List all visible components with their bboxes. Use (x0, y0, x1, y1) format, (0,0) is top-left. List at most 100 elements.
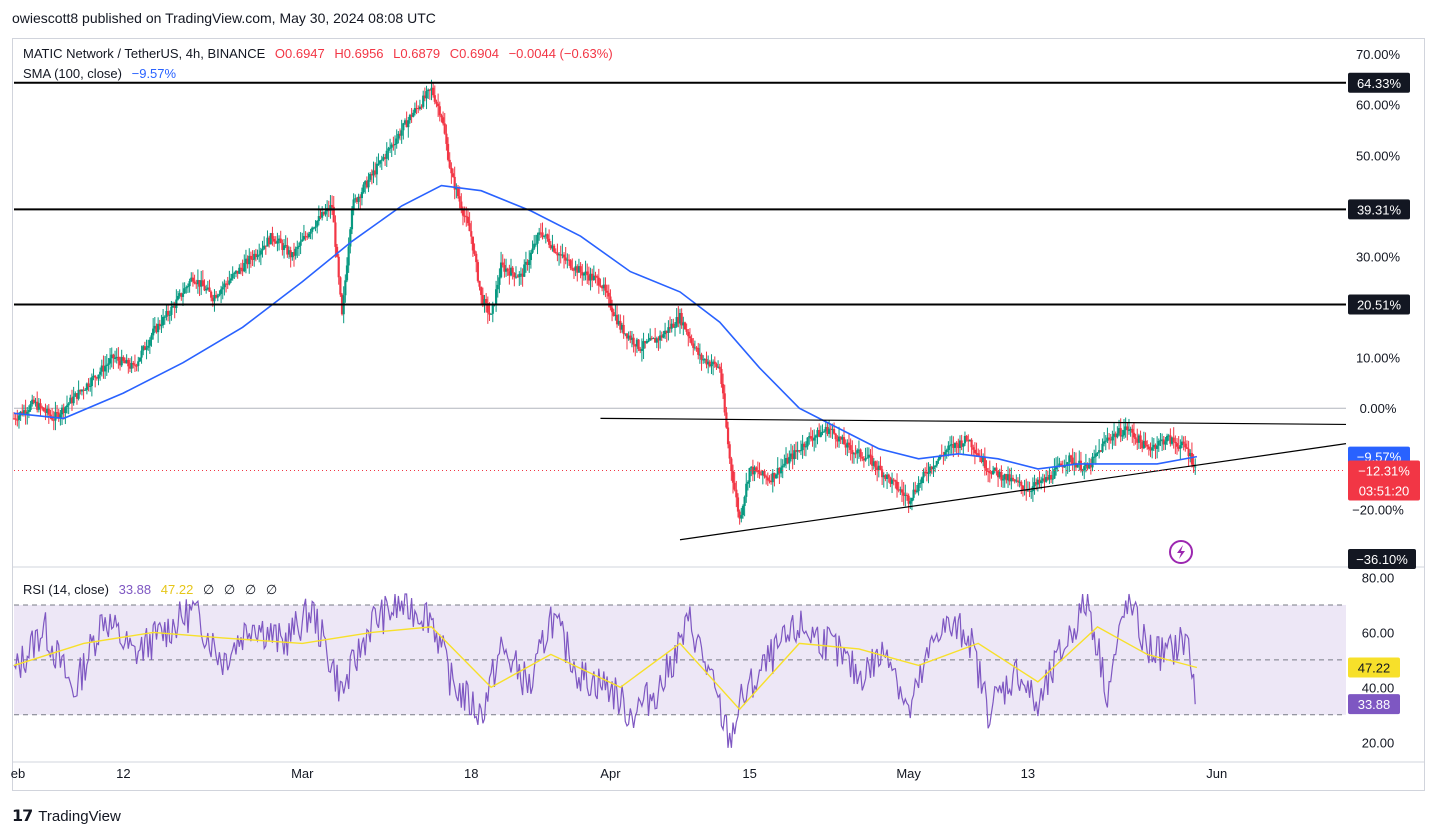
symbol-name[interactable]: MATIC Network / TetherUS, 4h, BINANCE (23, 46, 266, 61)
y-tick-label: 0.00% (1360, 401, 1397, 416)
candle-body (1066, 462, 1069, 465)
footer-brand[interactable]: 𝟭𝟳 TradingView (12, 806, 121, 826)
candle-body (806, 437, 809, 447)
candle-body (1132, 432, 1136, 438)
candle-body (329, 205, 332, 211)
candle-body (490, 313, 493, 315)
candle-body (226, 283, 229, 285)
candle-body (983, 457, 986, 469)
candle-body (607, 292, 610, 297)
candle-body (912, 489, 915, 498)
high-value: H0.6956 (334, 46, 384, 61)
candle-body (748, 468, 751, 482)
candle-body (639, 348, 642, 351)
candle-body (304, 235, 307, 237)
candle-body (185, 287, 188, 289)
candle-body (142, 346, 145, 351)
candle-body (157, 323, 160, 333)
candle-body (1001, 479, 1005, 481)
candle-body (816, 430, 819, 436)
candle-body (360, 192, 364, 199)
candle-body (1053, 469, 1056, 479)
rsi-legend: RSI (14, close) 33.88 47.22 ∅ ∅ ∅ ∅ (23, 582, 283, 598)
candle-body (660, 335, 663, 338)
candle-body (458, 196, 461, 202)
candle-body (1035, 482, 1038, 485)
candle-body (463, 215, 466, 217)
candle-body (1069, 455, 1073, 458)
candle-body (707, 361, 710, 365)
candle-body (975, 453, 978, 455)
candle-body (861, 456, 864, 459)
candle-body (627, 335, 630, 339)
empty-value: ∅ (223, 582, 236, 597)
candle-body (54, 412, 57, 421)
candle-body (1147, 446, 1150, 449)
candle-body (945, 450, 948, 453)
candle-body (87, 383, 90, 387)
candle-body (1025, 489, 1028, 492)
candle-body (476, 262, 479, 281)
candle-body (296, 246, 299, 249)
candle-body (731, 471, 735, 483)
candle-body (350, 209, 354, 230)
candle-body (902, 492, 905, 496)
candle-body (433, 95, 436, 102)
candle-body (168, 314, 171, 316)
candle-body (609, 296, 612, 308)
candle-body (173, 305, 176, 309)
candle-body (718, 366, 721, 369)
candle-body (347, 246, 350, 266)
candle-body (112, 354, 115, 359)
candle-body (781, 465, 784, 468)
lightning-alert-icon[interactable] (1169, 540, 1193, 564)
candle-body (784, 457, 788, 464)
candle-body (216, 295, 219, 298)
candle-body (582, 273, 586, 276)
candle-body (670, 323, 673, 329)
candle-body (1013, 479, 1016, 482)
candle-body (115, 356, 118, 358)
candle-body (117, 356, 120, 361)
candle-body (266, 237, 269, 247)
candle-body (253, 253, 256, 260)
candle-body (127, 359, 130, 367)
candle-body (72, 396, 75, 404)
candle-body (229, 278, 233, 281)
candle-body (508, 271, 511, 276)
candle-body (796, 450, 799, 452)
candle-body (1041, 478, 1044, 481)
candle-body (804, 446, 808, 448)
rsi-pane (13, 593, 1346, 748)
sma-label[interactable]: SMA (100, close) (23, 66, 122, 81)
candle-body (546, 234, 549, 239)
candle-body (231, 273, 234, 279)
candle-body (773, 472, 776, 479)
candle-body (1109, 439, 1112, 441)
candle-body (1121, 435, 1124, 437)
candle-body (634, 344, 637, 347)
candle-body (715, 363, 718, 367)
candle-body (536, 234, 539, 244)
candle-body (683, 322, 687, 330)
x-tick-label: Mar (291, 766, 314, 781)
candle-body (996, 471, 1000, 478)
candle-body (321, 212, 324, 218)
candle-body (1006, 474, 1010, 481)
candle-body (864, 458, 867, 461)
candle-body (372, 170, 375, 176)
candle-body (584, 271, 587, 274)
candle-body (122, 357, 125, 361)
candle-body (803, 443, 806, 448)
candle-body (562, 254, 566, 258)
candle-body (1074, 462, 1078, 468)
candle-body (713, 361, 716, 364)
candle-body (254, 253, 257, 258)
candle-body (24, 410, 27, 414)
rsi-label[interactable]: RSI (14, close) (23, 582, 109, 597)
candle-body (1043, 478, 1046, 482)
candle-body (390, 144, 393, 148)
candle-body (554, 251, 557, 254)
rsi-ma-box (1348, 657, 1400, 678)
